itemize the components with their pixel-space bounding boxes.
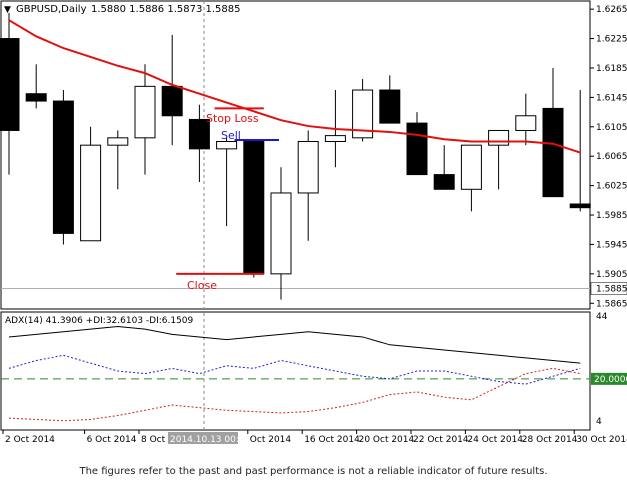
price-tick-label: 1.6185	[596, 64, 627, 74]
candle-body	[569, 203, 591, 209]
candle-body	[107, 137, 129, 146]
candle-body	[379, 89, 401, 124]
stop-loss-label: Stop Loss	[206, 112, 259, 125]
adx-series-minusdi	[8, 367, 581, 422]
x-tick-label: Oct 2014	[250, 435, 292, 445]
x-tick-label: 20 Oct 2014	[359, 435, 415, 445]
x-tick-label: 16 Oct 2014	[304, 435, 360, 445]
current-price-box	[590, 282, 627, 295]
adx-level-label: 20.0000	[594, 375, 627, 385]
candle-body	[25, 93, 47, 102]
price-tick-label: 1.6025	[596, 182, 627, 192]
adx-tick-label: 44	[596, 312, 608, 322]
candle-body	[460, 144, 482, 190]
price-tick-label: 1.6145	[596, 93, 627, 103]
crosshair-date-label: 2014.10.13 00:00	[170, 435, 251, 445]
x-tick-label: 6 Oct 2014	[87, 435, 137, 445]
x-tick-label: 24 Oct 2014	[467, 435, 523, 445]
price-panel	[0, 12, 591, 300]
candle-body	[406, 122, 428, 176]
candle-body	[297, 141, 319, 194]
adx-panel	[1, 325, 590, 422]
price-tick-label: 1.5865	[596, 299, 627, 309]
moving-average-line	[8, 19, 581, 154]
price-tick-label: 1.5985	[596, 211, 627, 221]
current-price-label: 1.5885	[596, 285, 627, 295]
chart-collapse-icon[interactable]: ▼	[4, 5, 11, 15]
adx-title: ADX(14) 41.3906 +DI:32.6103 -DI:6.1509	[5, 316, 194, 326]
x-tick-label: 28 Oct 2014	[522, 435, 578, 445]
candle-body	[515, 115, 537, 131]
price-tick-label: 1.6265	[596, 5, 627, 15]
x-tick-label: 8 Oct 2014	[141, 435, 191, 445]
candle-body	[0, 38, 20, 131]
crosshair-date-box	[168, 432, 238, 444]
adx-series-adx	[8, 325, 581, 364]
candle-body	[352, 89, 374, 139]
chart-canvas: 1.6265 1.6225 1.6185 1.6145 1.6105 1.6065 1.60…	[0, 0, 627, 445]
adx-tick-label: 4	[596, 417, 602, 427]
price-tick-label: 1.6225	[596, 35, 627, 45]
ohlc-header: 1.5880 1.5886 1.5873 1.5885	[91, 4, 241, 15]
x-tick-label: 2 Oct 2014	[5, 435, 55, 445]
sell-label: Sell	[221, 129, 241, 142]
price-tick-label: 1.5945	[596, 240, 627, 250]
candle-body	[52, 100, 74, 234]
chart-title: GBPUSD,Daily	[16, 4, 87, 15]
candle-body	[488, 129, 510, 146]
price-panel-frame	[0, 0, 591, 310]
x-tick-label: 30 Oct 2014	[576, 435, 627, 445]
axes: 1.6265 1.6225 1.6185 1.6145 1.6105 1.6065 1.60…	[2, 5, 627, 445]
candle-body	[542, 107, 564, 198]
candle-body	[134, 85, 156, 139]
candle-body	[433, 174, 455, 190]
adx-level-box	[591, 372, 627, 385]
candle-body	[188, 118, 210, 150]
candle-body	[243, 139, 265, 275]
candle-body	[216, 141, 238, 150]
candle-body	[161, 85, 183, 117]
price-tick-label: 1.6065	[596, 152, 627, 162]
price-tick-label: 1.5905	[596, 270, 627, 280]
close-label: Close	[187, 279, 217, 292]
candle-body	[324, 135, 346, 142]
price-tick-label: 1.6105	[596, 123, 627, 133]
x-tick-label: 22 Oct 2014	[413, 435, 469, 445]
candle-body	[270, 192, 292, 275]
candle-body	[80, 144, 102, 242]
adx-series-plusdi	[8, 354, 581, 385]
disclaimer-text: The figures refer to the past and past p…	[79, 466, 548, 477]
